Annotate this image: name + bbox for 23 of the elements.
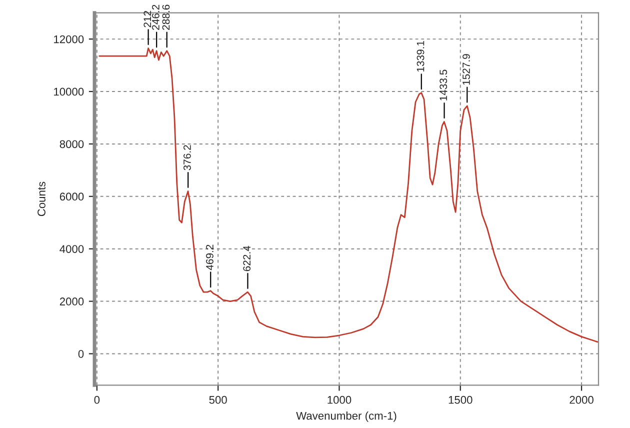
x-tick-label: 1000	[328, 396, 352, 404]
x-axis-title: Wavenumber (cm-1)	[296, 412, 396, 422]
annotation: 376.2	[184, 145, 191, 170]
annotation: 1339.1	[416, 40, 424, 72]
y-tick-label: 8000	[60, 140, 84, 148]
x-tick-label: 2000	[570, 396, 594, 404]
y-tick-label: 2000	[60, 298, 84, 306]
annotation: 246.2	[152, 4, 160, 30]
x-tick-label: 0	[94, 396, 100, 404]
y-tick-label: 4000	[60, 245, 84, 253]
annotation: 1433.5	[440, 70, 448, 100]
annotation: 622.4	[243, 246, 251, 272]
y-tick-label: 10000	[54, 88, 84, 96]
annotation: 469.2	[206, 244, 214, 270]
x-tick-label: 1500	[448, 396, 472, 404]
y-tick-label: 6000	[60, 192, 84, 201]
y-axis-title: Counts	[38, 182, 46, 216]
annotation: 1527.9	[462, 54, 470, 85]
y-tick-label: 0	[78, 350, 84, 358]
y-tick-label: 12000	[54, 35, 84, 44]
annotation: 288.6	[162, 4, 170, 30]
x-tick-label: 500	[209, 396, 227, 404]
annotation: 212	[144, 10, 151, 28]
